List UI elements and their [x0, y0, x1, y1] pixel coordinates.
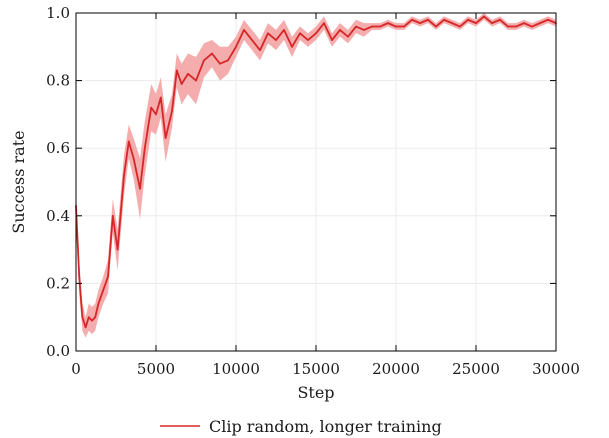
series-0-band	[76, 13, 556, 338]
series-0-point	[515, 25, 517, 28]
x-tick-label: 10000	[212, 360, 260, 378]
series-0-point	[102, 289, 104, 291]
series-0-point	[315, 32, 317, 35]
series-0-point	[94, 316, 96, 319]
series-0-point	[331, 39, 333, 41]
y-tick-label: 0.2	[46, 274, 70, 292]
series-0-point	[275, 39, 277, 41]
series-0-point	[227, 59, 229, 62]
y-axis-label: Success rate	[9, 130, 28, 233]
series-line	[75, 15, 557, 329]
series-0-point	[363, 29, 365, 31]
grid-lines	[75, 12, 557, 352]
series-0-point	[251, 39, 253, 41]
series-0-point	[139, 187, 141, 190]
series-0-point	[211, 52, 213, 55]
series-0-point	[403, 25, 405, 28]
series-0-point	[171, 110, 173, 112]
series-0-point	[395, 25, 397, 28]
series-0-point	[427, 18, 429, 21]
series-0-point	[475, 22, 477, 24]
series-0-point	[128, 140, 130, 143]
series-0-point	[81, 316, 84, 319]
y-tick-label: 0.4	[46, 207, 70, 225]
x-axis-label: Step	[297, 383, 334, 402]
series-0-point	[180, 83, 183, 85]
series-0-point	[491, 22, 493, 24]
axis-ticks	[75, 12, 557, 352]
series-0-point	[267, 32, 269, 35]
x-tick-label: 25000	[452, 360, 500, 378]
series-0-point	[411, 18, 413, 21]
series-0-point	[371, 25, 373, 28]
legend-label: Clip random, longer training	[209, 417, 442, 436]
series-0-point	[483, 15, 485, 18]
series-0-point	[451, 22, 453, 24]
series-0-point	[547, 18, 549, 21]
series-0-point	[291, 46, 293, 48]
series-0-point	[307, 39, 309, 41]
x-tick-label: 5000	[137, 360, 175, 378]
series-0-point	[187, 73, 189, 75]
x-tick-label: 15000	[292, 360, 340, 378]
y-tick-label: 0.8	[46, 72, 70, 90]
series-0-point	[507, 25, 509, 28]
series-0-point	[531, 25, 533, 28]
series-0-point	[132, 157, 135, 160]
series-0-point	[144, 147, 146, 149]
series-0-point	[387, 22, 389, 24]
series-0-point	[379, 25, 381, 28]
series-0-point	[107, 275, 109, 278]
y-tick-label: 1.0	[46, 4, 70, 22]
series-0-point	[116, 248, 119, 251]
series-0-point	[243, 29, 245, 31]
series-0-point	[91, 319, 93, 322]
series-0-point	[355, 25, 357, 28]
error-band	[76, 13, 556, 338]
series-0-point	[339, 29, 341, 31]
x-tick-label: 30000	[532, 360, 580, 378]
series-0-point	[523, 22, 525, 24]
series-0-point	[283, 29, 285, 31]
series-0-point	[259, 49, 261, 51]
series-0-point	[467, 18, 469, 21]
series-0-point	[219, 62, 221, 65]
x-tick-labels: 0 5000 10000 15000 20000 25000 30000	[71, 360, 580, 378]
series-0-point	[499, 18, 501, 21]
y-tick-labels: 0.0 0.2 0.4 0.6 0.8 1.0	[46, 4, 70, 360]
x-tick-label: 0	[71, 360, 81, 378]
series-0-point	[88, 316, 90, 319]
series-0-point	[347, 35, 349, 38]
series-0-point	[150, 106, 152, 109]
series-0-point	[195, 79, 197, 82]
series-0-point	[203, 59, 205, 62]
series-0-point	[323, 22, 325, 24]
series-0-point	[443, 18, 445, 21]
series-0-point	[112, 215, 114, 217]
series-0-point	[123, 174, 125, 177]
series-0-point	[160, 96, 162, 99]
series-0-point	[84, 326, 87, 329]
series-0-point	[539, 22, 541, 24]
y-tick-label: 0.6	[46, 139, 70, 157]
series-0-point	[176, 69, 178, 72]
x-tick-label: 20000	[372, 360, 420, 378]
series-0-point	[235, 46, 237, 48]
series-0-point	[164, 137, 167, 139]
legend: Clip random, longer training	[160, 417, 442, 436]
series-0-point	[435, 25, 437, 28]
series-0-point	[299, 32, 301, 35]
series-0-point	[155, 113, 157, 116]
y-tick-label: 0.0	[46, 342, 70, 360]
series-0-point	[419, 22, 421, 24]
series-0-point	[459, 25, 461, 28]
series-0-point	[97, 302, 100, 305]
series-0-point	[78, 275, 80, 278]
